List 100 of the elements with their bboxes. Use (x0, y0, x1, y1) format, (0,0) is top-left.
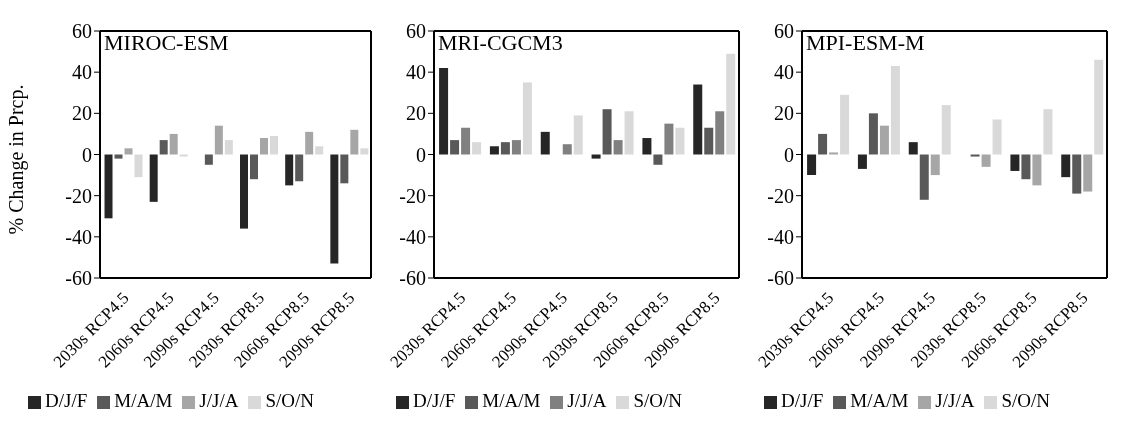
y-tick-label: 40 (72, 61, 92, 84)
legend-label: D/J/F (781, 390, 824, 411)
bar (1032, 154, 1042, 186)
y-tick-label: -60 (399, 267, 426, 290)
bar (879, 125, 889, 155)
bar (134, 154, 143, 178)
bar (664, 123, 674, 155)
bar (179, 154, 188, 157)
legend-label: J/J/A (199, 390, 239, 411)
bar (930, 154, 940, 176)
bar (857, 154, 867, 169)
chart-title: MRI-CGCM3 (438, 30, 563, 56)
bar (461, 127, 471, 155)
y-tick-label: 0 (784, 143, 794, 166)
y-tick-label: 60 (406, 20, 426, 43)
bar (970, 154, 980, 157)
bar (149, 154, 158, 202)
bar (613, 140, 623, 155)
bar (439, 68, 449, 155)
bar (1010, 154, 1020, 171)
y-tick-label: 20 (406, 102, 426, 125)
bar (562, 144, 572, 155)
legend-label: D/J/F (45, 390, 88, 411)
bar (260, 138, 269, 155)
bar (840, 94, 850, 155)
chart-title: MIROC-ESM (104, 30, 229, 56)
bar (224, 140, 233, 155)
bar (715, 111, 725, 155)
bar (500, 142, 510, 155)
y-tick-label: 0 (416, 143, 426, 166)
bar (704, 127, 714, 155)
bar (591, 154, 601, 159)
y-tick-label: -20 (65, 184, 92, 207)
y-tick-label: -20 (399, 184, 426, 207)
bar (726, 53, 736, 155)
bar (941, 105, 951, 155)
bar (472, 142, 482, 155)
legend-label: D/J/F (413, 390, 456, 411)
bar (124, 148, 133, 155)
y-tick-label: 60 (72, 20, 92, 43)
bar (285, 154, 294, 186)
y-axis-title: % Change in Prcp. (5, 84, 29, 235)
y-tick-label: 60 (774, 20, 794, 43)
y-tick-label: -20 (767, 184, 794, 207)
bar (1072, 154, 1082, 194)
y-tick-label: 0 (82, 143, 92, 166)
legend-label: S/O/N (1001, 390, 1050, 411)
bar (908, 142, 918, 155)
legend-label: S/O/N (265, 390, 314, 411)
bar (450, 140, 460, 155)
bar (250, 154, 259, 180)
bar (573, 115, 583, 155)
bar (693, 84, 703, 155)
bar (1094, 59, 1104, 155)
bar (522, 82, 532, 155)
bar (992, 119, 1002, 155)
bar (818, 133, 828, 155)
bar (890, 65, 900, 155)
bar (829, 152, 839, 155)
chart-title: MPI-ESM-M (806, 30, 925, 56)
legend-label: J/J/A (567, 390, 607, 411)
legend-label: S/O/N (633, 390, 682, 411)
y-tick-label: 20 (72, 102, 92, 125)
y-tick-label: -60 (767, 267, 794, 290)
y-tick-label: 40 (774, 61, 794, 84)
y-tick-label: -60 (65, 267, 92, 290)
bar (675, 127, 685, 155)
bar (653, 154, 663, 165)
legend-label: M/A/M (850, 390, 909, 411)
bar (104, 154, 113, 219)
bar (360, 148, 369, 155)
y-tick-label: 40 (406, 61, 426, 84)
bar (919, 154, 929, 200)
bar (295, 154, 304, 182)
bar (1083, 154, 1093, 192)
y-tick-label: -40 (399, 225, 426, 248)
bar (1021, 154, 1031, 180)
bar (868, 113, 878, 155)
bar (1061, 154, 1071, 178)
legend-label: M/A/M (114, 390, 173, 411)
bar (340, 154, 349, 184)
bar (240, 154, 249, 229)
bar (624, 111, 634, 155)
bar (602, 109, 612, 155)
bar (214, 125, 223, 155)
bar (540, 131, 550, 155)
legend-label: J/J/A (935, 390, 975, 411)
bar (315, 146, 324, 155)
bar (1043, 109, 1053, 155)
bar (807, 154, 817, 176)
bar (169, 133, 178, 155)
bar (642, 138, 652, 155)
bar (330, 154, 339, 264)
bar (305, 131, 314, 155)
bar (114, 154, 123, 159)
y-tick-label: -40 (65, 225, 92, 248)
y-tick-label: -40 (767, 225, 794, 248)
bar (270, 135, 279, 155)
bar (489, 146, 499, 155)
y-tick-label: 20 (774, 102, 794, 125)
